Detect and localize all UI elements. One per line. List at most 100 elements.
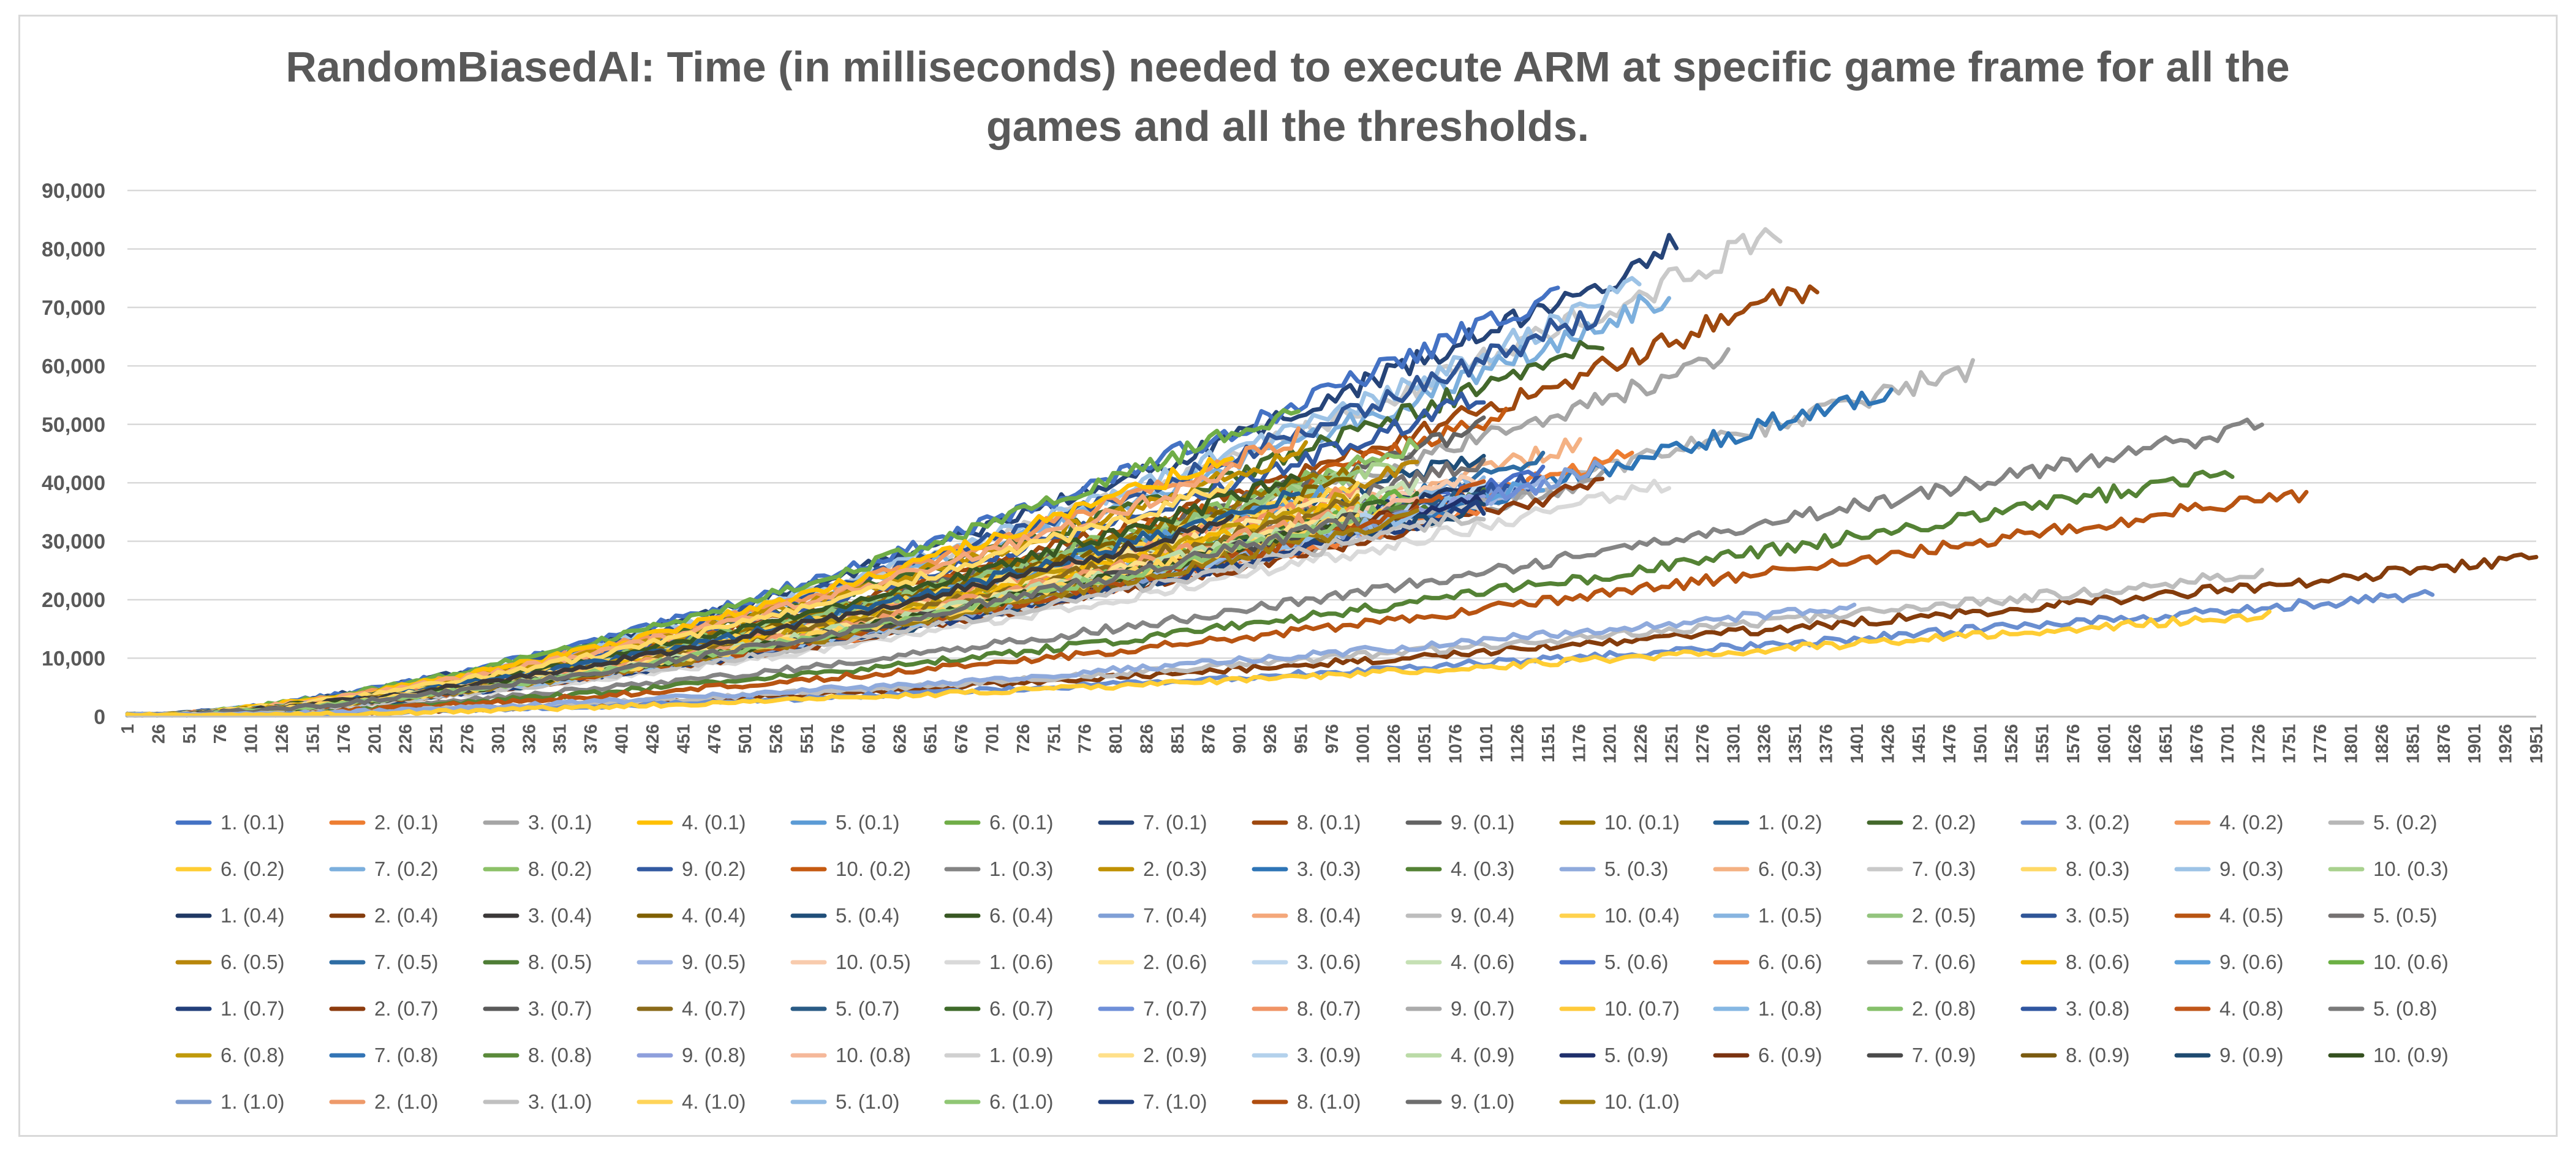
legend-label: 2. (0.7) [374, 997, 439, 1020]
legend-label: 5. (0.8) [2373, 997, 2438, 1020]
legend-label: 4. (0.2) [2219, 811, 2284, 834]
x-tick-label: 1576 [2064, 724, 2083, 764]
legend-entry: 5. (0.2) [2328, 811, 2438, 834]
legend-entry: 10. (1.0) [1559, 1090, 1680, 1113]
x-tick-label: 451 [674, 724, 693, 753]
x-tick-label: 1801 [2342, 724, 2362, 764]
x-tick-label: 801 [1106, 724, 1126, 753]
legend-label: 8. (0.3) [2066, 858, 2130, 880]
legend-label: 3. (1.0) [528, 1090, 592, 1113]
x-tick-label: 1526 [2002, 724, 2022, 764]
legend-label: 3. (0.3) [1297, 858, 1361, 880]
x-tick-label: 1301 [1724, 724, 1743, 764]
legend-entry: 5. (0.4) [790, 904, 900, 927]
legend-label: 1. (0.1) [221, 811, 285, 834]
y-axis-tick-labels: 0 10,000 20,000 30,000 40,000 50,000 60,000 70,… [42, 179, 105, 729]
legend-label: 2. (0.1) [374, 811, 439, 834]
x-tick-label: 351 [551, 724, 570, 753]
legend-entry: 1. (0.1) [175, 811, 285, 834]
plot-area-series [125, 227, 2539, 718]
x-axis-tick-labels: 1 26 51 76 101 126 151 176 201 226 251 276 301 326 351… [118, 724, 2547, 764]
legend-label: 6. (0.9) [1758, 1044, 1822, 1066]
legend-label: 5. (0.6) [1604, 951, 1669, 973]
chart-title: RandomBiasedAI: Time (in milliseconds) n… [285, 43, 2289, 150]
y-tick-label: 0 [94, 706, 105, 729]
legend-label: 3. (0.1) [528, 811, 592, 834]
legend-entry: 1. (0.3) [944, 858, 1054, 880]
legend-label: 5. (0.2) [2373, 811, 2438, 834]
legend: 1. (0.1) 2. (0.1) 3. (0.1) 4. (0.1) 5. (0.1)… [175, 811, 2449, 1113]
legend-label: 10. (0.5) [836, 951, 911, 973]
legend-entry: 1. (0.5) [1713, 904, 1822, 927]
legend-label: 5. (0.9) [1604, 1044, 1669, 1066]
legend-entry: 7. (0.6) [1867, 951, 1976, 973]
x-tick-label: 1826 [2373, 724, 2392, 764]
legend-label: 2. (0.3) [1143, 858, 1207, 880]
legend-entry: 4. (0.6) [1405, 951, 1515, 973]
x-tick-label: 1626 [2126, 724, 2145, 764]
legend-entry: 9. (0.1) [1405, 811, 1515, 834]
legend-entry: 10. (0.4) [1559, 904, 1680, 927]
legend-label: 10. (0.8) [836, 1044, 911, 1066]
x-tick-label: 1076 [1446, 724, 1466, 764]
legend-label: 6. (0.5) [221, 951, 285, 973]
legend-label: 9. (0.2) [682, 858, 746, 880]
legend-entry: 9. (0.6) [2174, 951, 2284, 973]
y-tick-label: 60,000 [42, 355, 105, 378]
y-tick-label: 40,000 [42, 472, 105, 495]
legend-entry: 6. (0.3) [1713, 858, 1822, 880]
x-tick-label: 1751 [2280, 724, 2300, 764]
legend-entry: 10. (0.2) [790, 858, 911, 880]
legend-entry: 9. (0.4) [1405, 904, 1515, 927]
legend-entry: 7. (0.7) [1098, 997, 1207, 1020]
x-tick-label: 151 [303, 724, 323, 753]
y-tick-label: 80,000 [42, 238, 105, 261]
legend-label: 5. (1.0) [836, 1090, 900, 1113]
legend-label: 6. (0.2) [221, 858, 285, 880]
legend-entry: 7. (0.1) [1098, 811, 1207, 834]
legend-entry: 3. (0.7) [483, 997, 592, 1020]
legend-label: 7. (0.8) [374, 1044, 439, 1066]
legend-entry: 7. (0.3) [1867, 858, 1976, 880]
legend-label: 7. (0.9) [1912, 1044, 1976, 1066]
legend-label: 2. (0.4) [374, 904, 439, 927]
x-tick-label: 201 [365, 724, 385, 753]
x-tick-label: 126 [273, 724, 292, 753]
legend-label: 8. (0.2) [528, 858, 592, 880]
legend-label: 4. (0.5) [2219, 904, 2284, 927]
legend-label: 9. (0.9) [2219, 1044, 2284, 1066]
y-tick-label: 70,000 [42, 296, 105, 320]
legend-entry: 9. (1.0) [1405, 1090, 1515, 1113]
x-tick-label: 26 [149, 724, 168, 744]
legend-entry: 3. (0.9) [1252, 1044, 1361, 1066]
legend-label: 10. (0.9) [2373, 1044, 2449, 1066]
legend-label: 1. (0.8) [1758, 997, 1822, 1020]
x-tick-label: 251 [427, 724, 447, 753]
legend-entry: 5. (0.1) [790, 811, 900, 834]
legend-entry: 3. (0.2) [2020, 811, 2130, 834]
legend-entry: 5. (0.8) [2328, 997, 2438, 1020]
legend-label: 10. (0.4) [1604, 904, 1680, 927]
legend-entry: 5. (0.7) [790, 997, 900, 1020]
x-tick-label: 1 [118, 724, 138, 734]
legend-entry: 6. (0.8) [175, 1044, 285, 1066]
legend-label: 3. (0.2) [2066, 811, 2130, 834]
legend-entry: 2. (0.1) [329, 811, 439, 834]
legend-label: 10. (0.6) [2373, 951, 2449, 973]
series-line [125, 489, 2309, 718]
legend-label: 8. (0.5) [528, 951, 592, 973]
x-tick-label: 651 [921, 724, 941, 753]
legend-label: 8. (0.6) [2066, 951, 2130, 973]
legend-label: 7. (1.0) [1143, 1090, 1207, 1113]
x-tick-label: 276 [458, 724, 478, 753]
legend-entry: 9. (0.9) [2174, 1044, 2284, 1066]
legend-label: 3. (0.5) [2066, 904, 2130, 927]
x-tick-label: 1651 [2156, 724, 2176, 764]
legend-entry: 8. (0.4) [1252, 904, 1361, 927]
legend-label: 2. (0.6) [1143, 951, 1207, 973]
legend-label: 9. (0.4) [1451, 904, 1515, 927]
x-tick-label: 1426 [1878, 724, 1898, 764]
series-line [125, 511, 1360, 718]
series-line [125, 609, 2272, 718]
